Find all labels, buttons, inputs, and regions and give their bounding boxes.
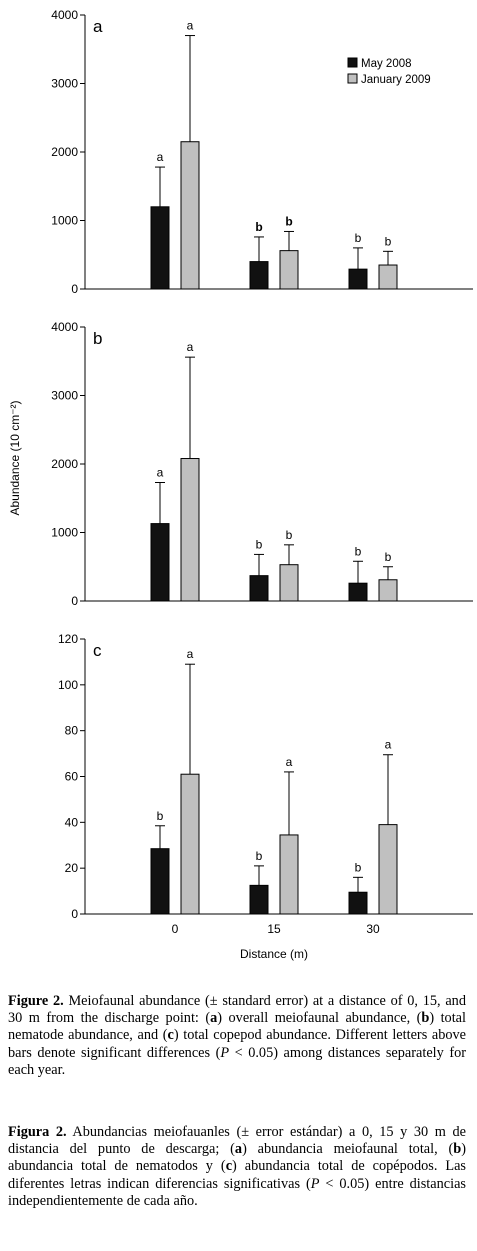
significance-label: b [285, 214, 292, 228]
y-tick-label: 0 [71, 282, 78, 296]
significance-label: a [187, 19, 194, 33]
significance-label: a [286, 755, 293, 769]
caption-label: Figure 2. [8, 993, 64, 1009]
y-tick-label: 120 [58, 632, 78, 646]
panel-label: b [93, 329, 102, 348]
bar [150, 206, 170, 290]
bar [249, 261, 269, 290]
x-tick-label: 30 [366, 922, 380, 936]
bar [348, 582, 368, 602]
x-tick-label: 0 [172, 922, 179, 936]
legend-swatch [347, 57, 358, 68]
bar [348, 268, 368, 290]
significance-label: b [355, 231, 362, 245]
panel-label: c [93, 641, 102, 660]
caption-text: ) overall meiofaunal abundance, ( [217, 1010, 422, 1027]
y-tick-label: 2000 [51, 145, 78, 159]
y-tick-label: 0 [71, 907, 78, 921]
y-tick-label: 60 [65, 770, 79, 784]
bar [150, 848, 170, 915]
y-tick-label: 3000 [51, 389, 78, 403]
y-tick-label: 20 [65, 861, 79, 875]
caption-text: ) abundancia total de nematodos y ( [8, 1141, 466, 1175]
caption-ref-a: a [210, 1010, 218, 1027]
bar [249, 575, 269, 602]
x-tick-label: 15 [267, 922, 281, 936]
caption-ref-c: c [167, 1027, 174, 1044]
significance-label: a [187, 340, 194, 354]
significance-label: a [385, 738, 392, 752]
y-tick-label: 100 [58, 678, 78, 692]
caption-ref-c: c [225, 1158, 233, 1175]
caption-text: Meiofaunal abundance (± standard error) … [8, 993, 466, 1027]
significance-label: b [355, 544, 362, 558]
bar [279, 834, 299, 915]
significance-label: a [187, 647, 194, 661]
legend-swatch [347, 73, 358, 84]
caption-text: Abundancias meiofauanles (± error estánd… [8, 1124, 466, 1158]
caption-p-symbol: P [310, 1175, 320, 1192]
y-tick-label: 4000 [51, 8, 78, 22]
caption-text: ) total copepod abundance. Different let… [8, 1027, 466, 1061]
x-axis-title: Distance (m) [240, 947, 308, 961]
bar [180, 141, 200, 290]
y-tick-label: 1000 [51, 526, 78, 540]
caption-ref-b: b [453, 1141, 462, 1158]
y-tick-label: 4000 [51, 320, 78, 334]
panel-label: a [93, 17, 103, 36]
bar [150, 523, 170, 602]
significance-label: b [355, 860, 362, 874]
y-tick-label: 1000 [51, 214, 78, 228]
caption-text: ) abundancia total de copépodos. Las dif… [8, 1158, 466, 1192]
legend-label: May 2008 [361, 58, 412, 70]
caption-text: < 0.05) entre distancias independienteme… [8, 1175, 466, 1209]
y-tick-label: 0 [71, 594, 78, 608]
significance-label: b [255, 220, 262, 234]
y-tick-label: 3000 [51, 77, 78, 91]
caption-p-symbol: P [220, 1044, 230, 1061]
caption-spanish: Figura 2. Abundancias meiofauanles (± er… [8, 1124, 466, 1210]
caption-ref-a: a [234, 1141, 243, 1158]
bar [249, 884, 269, 915]
bar [378, 264, 398, 290]
bar [180, 458, 200, 602]
bar [378, 579, 398, 602]
significance-label: b [256, 849, 263, 863]
caption-text: < 0.05) among distances separately for e… [8, 1044, 466, 1078]
y-tick-label: 80 [65, 724, 79, 738]
bar [279, 564, 299, 602]
caption-label: Figura 2. [8, 1124, 67, 1140]
y-tick-label: 40 [65, 815, 79, 829]
significance-label: b [157, 809, 164, 823]
legend-label: January 2009 [361, 74, 431, 86]
caption-english: Figure 2. Meiofaunal abundance (± standa… [8, 993, 466, 1079]
caption-text: ) total nematode abundance, and ( [8, 1010, 466, 1044]
bar [279, 250, 299, 290]
caption-text: ) abundancia meiofaunal total, ( [242, 1141, 454, 1158]
caption-ref-b: b [421, 1010, 430, 1027]
bar [180, 773, 200, 915]
y-axis-title: Abundance (10 cm⁻²) [8, 400, 22, 515]
bar [378, 824, 398, 915]
significance-label: a [157, 150, 164, 164]
significance-label: a [157, 465, 164, 479]
y-tick-label: 2000 [51, 457, 78, 471]
significance-label: b [385, 234, 392, 248]
significance-label: b [256, 537, 263, 551]
significance-label: b [286, 528, 293, 542]
bar [348, 891, 368, 915]
significance-label: b [385, 550, 392, 564]
